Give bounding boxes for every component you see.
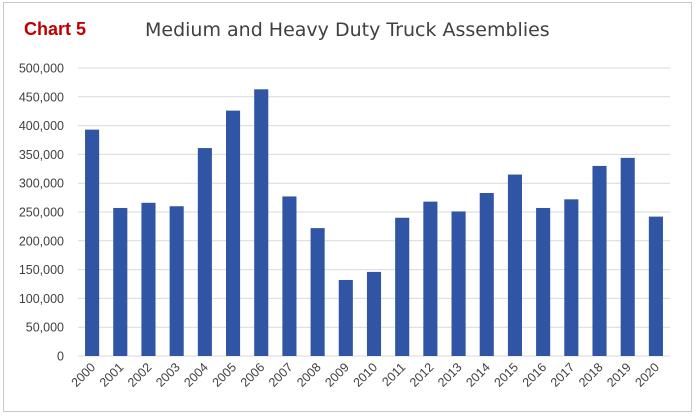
x-tick-label: 2009 [322,360,352,390]
bar-2017 [564,199,579,356]
x-tick-label: 2008 [294,360,324,390]
x-tick-label: 2016 [520,360,550,390]
x-tick-label: 2014 [463,360,493,390]
y-tick-label: 200,000 [19,234,64,248]
y-tick-label: 150,000 [19,263,64,277]
chart-title: Medium and Heavy Duty Truck Assemblies [145,19,550,41]
bar-2007 [282,196,297,356]
x-tick-label: 2019 [604,360,634,390]
bar-2000 [85,129,100,356]
bar-2020 [648,216,663,356]
x-tick-label: 2017 [548,360,578,390]
bar-2002 [141,202,156,356]
bar-2015 [507,174,522,356]
bar-2013 [451,211,466,356]
chart-number-label: Chart 5 [24,19,87,39]
bar-2016 [536,207,551,356]
x-tick-label: 2011 [379,360,408,389]
y-tick-label: 250,000 [19,206,64,220]
x-tick-label: 2001 [97,360,127,390]
bar-2012 [423,201,438,356]
bar-2004 [197,148,212,356]
y-axis-ticks: 0 50,000 100,000 150,000 200,000 250,000 300,0… [19,62,64,364]
x-tick-label: 2010 [351,360,381,390]
x-tick-label: 2012 [407,360,437,390]
bars [85,89,663,357]
y-tick-label: 100,000 [19,292,64,306]
bar-2001 [113,207,128,356]
bar-2008 [310,228,325,356]
x-tick-label: 2005 [210,360,240,390]
y-tick-label: 450,000 [19,90,64,104]
bar-2019 [620,157,635,356]
bar-2005 [226,110,241,357]
y-tick-label: 400,000 [19,119,64,133]
x-tick-label: 2003 [153,360,183,390]
x-tick-label: 2006 [238,360,268,390]
bar-2003 [169,206,184,356]
bar-2006 [254,89,269,356]
bar-2018 [592,165,607,356]
y-tick-label: 0 [57,350,64,364]
x-tick-label: 2002 [125,360,155,390]
x-axis-ticks: 2000200120022003200420052006200720082009… [69,360,662,390]
bar-2009 [338,279,353,356]
y-tick-label: 500,000 [19,62,64,76]
x-tick-label: 2020 [632,360,662,390]
x-tick-label: 2018 [576,360,606,390]
x-tick-label: 2000 [69,360,99,390]
y-tick-label: 50,000 [26,321,64,335]
x-tick-label: 2007 [266,360,296,390]
y-tick-label: 350,000 [19,148,64,162]
y-tick-label: 300,000 [19,177,64,191]
x-tick-label: 2015 [492,360,522,390]
bar-2010 [366,271,382,356]
bar-2011 [395,217,410,356]
x-tick-label: 2013 [435,360,465,390]
x-tick-label: 2004 [181,360,211,390]
bar-2014 [479,192,494,356]
